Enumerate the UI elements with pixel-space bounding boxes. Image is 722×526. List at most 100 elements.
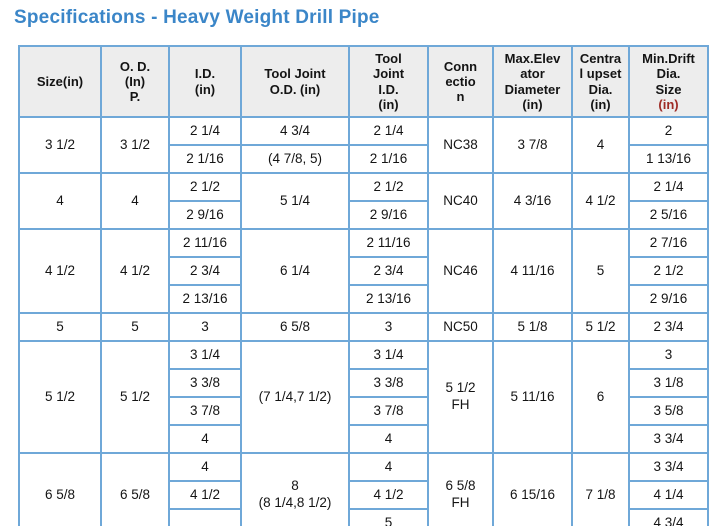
- cell-tool-joint-id: 3 7/8: [348, 396, 429, 426]
- table-row: 3 3/8 3 3/8 3 1/8: [19, 368, 709, 398]
- cell-id: 2 11/16: [168, 228, 242, 258]
- cell-connection: 6 5/8 FH: [427, 452, 494, 526]
- col-header-tool-joint-od: Tool Joint O.D. (in): [240, 45, 350, 118]
- cell-tool-joint-od: 6 1/4: [240, 228, 350, 314]
- cell-max-elevator: 4 3/16: [492, 172, 573, 230]
- col-header-central-upset-label: Centra l upset Dia. (in): [579, 50, 622, 112]
- cell-max-elevator: 5 11/16: [492, 340, 573, 454]
- table-row: 2 13/16 2 13/16 2 9/16: [19, 284, 709, 314]
- cell-id: 2 13/16: [168, 284, 242, 314]
- table-row: 5 1/2 5 1/2 3 1/4 (7 1/4,7 1/2) 3 1/4 5 …: [18, 340, 709, 454]
- cell-min-drift: 2 1/4: [628, 172, 709, 202]
- cell-id: [168, 508, 242, 526]
- cell-od: 3 1/2: [100, 116, 170, 174]
- col-header-connection: Conn ectio n: [427, 45, 494, 118]
- table-row: 3 7/8 3 7/8 3 5/8: [19, 396, 709, 426]
- col-header-size-label: Size(in): [36, 73, 84, 89]
- table-row: 3 1/2 3 1/2 2 1/4 4 3/4 2 1/4 NC38 3 7/8…: [18, 116, 709, 174]
- cell-min-drift: 2 5/16: [628, 200, 709, 230]
- table-row: 4 4 2 1/2 5 1/4 2 1/2 NC40 4 3/16 4 1/2 …: [18, 172, 709, 230]
- cell-min-drift: 4 1/4: [628, 480, 709, 510]
- cell-tool-joint-id: 4 1/2: [348, 480, 429, 510]
- table-row: 4 1/2 4 1/2 2 11/16 6 1/4 2 11/16 NC46 4…: [18, 228, 709, 314]
- cell-tool-joint-id: 5: [348, 508, 429, 526]
- cell-connection: NC46: [427, 228, 494, 314]
- col-header-max-elevator-label: Max.Elev ator Diameter (in): [504, 50, 561, 112]
- col-header-central-upset: Centra l upset Dia. (in): [571, 45, 630, 118]
- table-row: 4 4 3 3/4: [19, 424, 709, 454]
- cell-min-drift: 2: [628, 116, 709, 146]
- col-header-size: Size(in): [18, 45, 102, 118]
- cell-id: 2 1/4: [168, 116, 242, 146]
- cell-tool-joint-od: 8 (8 1/4,8 1/2): [240, 452, 350, 526]
- cell-tool-joint-id: 2 9/16: [348, 200, 429, 230]
- cell-min-drift: 2 3/4: [628, 312, 709, 342]
- cell-min-drift: 2 9/16: [628, 284, 709, 314]
- table-row: 4 1/2 4 1/2 4 1/4: [19, 480, 709, 510]
- cell-central-upset: 5: [571, 228, 630, 314]
- cell-central-upset: 7 1/8: [571, 452, 630, 526]
- cell-id: 4 1/2: [168, 480, 242, 510]
- cell-id: 4: [168, 452, 242, 482]
- col-header-min-drift-main: Min.Drift Dia. Size: [642, 50, 695, 97]
- cell-id: 3 1/4: [168, 340, 242, 370]
- cell-max-elevator: 3 7/8: [492, 116, 573, 174]
- header-row: Size(in) O. D. (In) P. I.D. (in) Tool Jo…: [18, 45, 709, 118]
- cell-size: 4: [18, 172, 102, 230]
- cell-tool-joint-id: 3: [348, 312, 429, 342]
- cell-id: 2 3/4: [168, 256, 242, 286]
- col-header-max-elevator: Max.Elev ator Diameter (in): [492, 45, 573, 118]
- cell-min-drift: 3 3/4: [628, 424, 709, 454]
- table-row: 2 3/4 2 3/4 2 1/2: [19, 256, 709, 286]
- cell-id: 2 1/2: [168, 172, 242, 202]
- col-header-tool-joint-id: Tool Joint I.D. (in): [348, 45, 429, 118]
- cell-tool-joint-id: 2 3/4: [348, 256, 429, 286]
- cell-max-elevator: 4 11/16: [492, 228, 573, 314]
- col-header-connection-label: Conn ectio n: [443, 58, 478, 105]
- cell-tool-joint-id: 2 13/16: [348, 284, 429, 314]
- cell-min-drift: 2 7/16: [628, 228, 709, 258]
- cell-size: 6 5/8: [18, 452, 102, 526]
- cell-connection: NC40: [427, 172, 494, 230]
- cell-id: 2 1/16: [168, 144, 242, 174]
- col-header-min-drift-unit-red: (in): [658, 96, 679, 112]
- col-header-tool-joint-od-label: Tool Joint O.D. (in): [264, 66, 326, 97]
- cell-min-drift: 4 3/4: [628, 508, 709, 526]
- cell-size: 4 1/2: [18, 228, 102, 314]
- col-header-od-label: O. D. (In) P.: [119, 58, 151, 105]
- cell-connection: NC38: [427, 116, 494, 174]
- cell-tool-joint-id: 4: [348, 452, 429, 482]
- cell-min-drift: 3: [628, 340, 709, 370]
- cell-size: 3 1/2: [18, 116, 102, 174]
- cell-tool-joint-id: 3 1/4: [348, 340, 429, 370]
- cell-size: 5: [18, 312, 102, 342]
- cell-od: 6 5/8: [100, 452, 170, 526]
- cell-min-drift: 1 13/16: [628, 144, 709, 174]
- table-row: 5 4 3/4: [19, 508, 709, 526]
- cell-tool-joint-od: 4 3/4: [240, 116, 350, 146]
- cell-central-upset: 6: [571, 340, 630, 454]
- page-title: Specifications - Heavy Weight Drill Pipe: [14, 7, 380, 28]
- table-row: 2 1/16 (4 7/8, 5) 2 1/16 1 13/16: [19, 144, 709, 174]
- cell-min-drift: 3 3/4: [628, 452, 709, 482]
- cell-id: 3 3/8: [168, 368, 242, 398]
- cell-central-upset: 4: [571, 116, 630, 174]
- cell-od: 4: [100, 172, 170, 230]
- cell-tool-joint-od: 5 1/4: [240, 172, 350, 230]
- cell-connection: NC50: [427, 312, 494, 342]
- cell-tool-joint-id: 2 11/16: [348, 228, 429, 258]
- cell-tool-joint-id: 2 1/4: [348, 116, 429, 146]
- cell-od: 4 1/2: [100, 228, 170, 314]
- table-row: 2 9/16 2 9/16 2 5/16: [19, 200, 709, 230]
- cell-id: 3: [168, 312, 242, 342]
- cell-od: 5: [100, 312, 170, 342]
- cell-min-drift: 3 5/8: [628, 396, 709, 426]
- cell-tool-joint-id: 2 1/2: [348, 172, 429, 202]
- cell-tool-joint-id: 2 1/16: [348, 144, 429, 174]
- cell-tool-joint-od: (4 7/8, 5): [240, 144, 350, 174]
- col-header-od: O. D. (In) P.: [100, 45, 170, 118]
- cell-max-elevator: 6 15/16: [492, 452, 573, 526]
- col-header-tool-joint-id-label: Tool Joint I.D. (in): [372, 50, 405, 112]
- cell-id: 4: [168, 424, 242, 454]
